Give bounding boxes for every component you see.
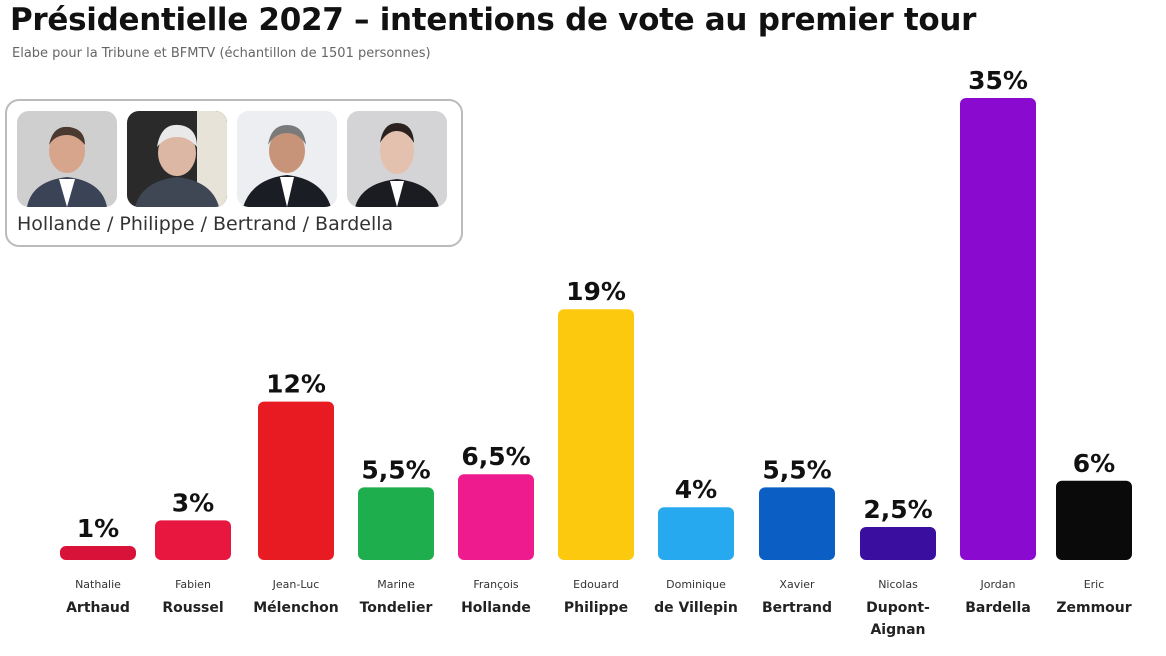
candidate-first-name: Xavier xyxy=(779,578,815,591)
candidate-last-name: de Villepin xyxy=(654,600,738,616)
candidate-first-name: Marine xyxy=(377,578,415,591)
bar-tondelier xyxy=(358,487,434,560)
candidate-last-name: Arthaud xyxy=(66,600,130,616)
candidate-first-name: Jordan xyxy=(980,578,1016,591)
bar-zemmour xyxy=(1056,480,1132,560)
candidate-last-name: Zemmour xyxy=(1056,600,1132,616)
value-label: 6,5% xyxy=(461,442,530,471)
candidate-last-name: Dupont- Aignan xyxy=(866,600,930,638)
bar-mélenchon xyxy=(258,401,334,560)
candidate-first-name: Fabien xyxy=(175,578,211,591)
bar-dupont-aignan xyxy=(860,527,936,560)
chart-subtitle: Elabe pour la Tribune et BFMTV (échantil… xyxy=(12,46,431,61)
bar-hollande xyxy=(458,474,534,560)
chart-title: Présidentielle 2027 – intentions de vote… xyxy=(10,2,977,38)
candidate-last-name: Roussel xyxy=(162,600,224,616)
value-label: 12% xyxy=(266,370,326,399)
bar-de-villepin xyxy=(658,507,734,560)
candidate-last-name: Tondelier xyxy=(359,600,433,616)
value-label: 1% xyxy=(77,514,119,543)
candidate-last-name: Mélenchon xyxy=(253,600,339,616)
value-label: 19% xyxy=(566,277,626,306)
bar-roussel xyxy=(155,520,231,560)
value-label: 3% xyxy=(172,488,214,517)
photo-hollande xyxy=(17,111,117,207)
value-label: 4% xyxy=(675,475,717,504)
bar-bardella xyxy=(960,98,1036,560)
candidate-last-name: Philippe xyxy=(563,600,629,616)
photo-philippe xyxy=(127,111,227,207)
value-label: 5,5% xyxy=(762,455,831,484)
bar-bertrand xyxy=(759,487,835,560)
bar-philippe xyxy=(558,309,634,560)
candidate-last-name: Hollande xyxy=(461,600,531,616)
candidate-first-name: Edouard xyxy=(573,578,619,591)
candidate-last-name: Bardella xyxy=(965,600,1031,616)
hypothesis-label: Hollande / Philippe / Bertrand / Bardell… xyxy=(17,213,394,235)
candidate-first-name: François xyxy=(473,578,519,591)
value-label: 5,5% xyxy=(361,455,430,484)
candidate-first-name: Nathalie xyxy=(75,578,121,591)
candidate-first-name: Dominique xyxy=(666,578,726,591)
candidate-last-name: Bertrand xyxy=(761,600,833,616)
bar-arthaud xyxy=(60,546,136,560)
hypothesis-box: Hollande / Philippe / Bertrand / Bardell… xyxy=(5,99,463,247)
photo-bardella xyxy=(347,111,447,207)
candidate-first-name: Jean-Luc xyxy=(272,578,320,591)
value-label: 6% xyxy=(1073,449,1115,478)
value-label: 35% xyxy=(968,66,1028,95)
candidate-first-name: Nicolas xyxy=(878,578,918,591)
value-label: 2,5% xyxy=(863,495,932,524)
candidate-first-name: Eric xyxy=(1083,578,1105,591)
photo-bertrand xyxy=(237,111,337,207)
